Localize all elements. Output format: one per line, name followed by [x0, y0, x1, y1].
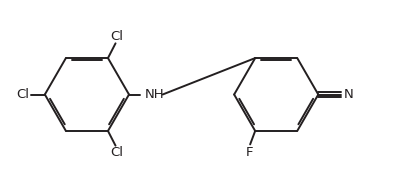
- Text: N: N: [344, 88, 354, 101]
- Text: Cl: Cl: [110, 29, 123, 43]
- Text: NH: NH: [145, 88, 164, 101]
- Text: Cl: Cl: [17, 88, 30, 101]
- Text: Cl: Cl: [110, 146, 123, 160]
- Text: F: F: [245, 146, 253, 159]
